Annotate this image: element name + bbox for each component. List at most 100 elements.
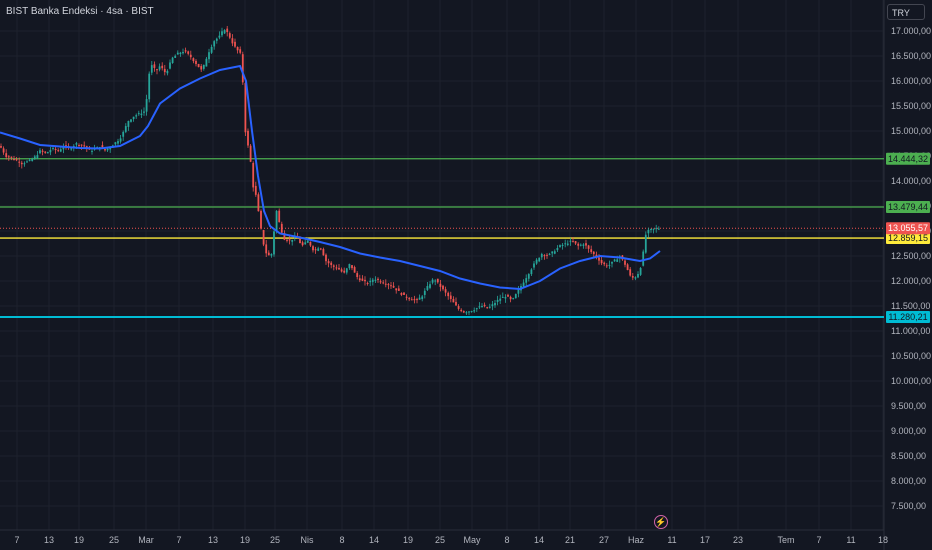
candle-body [325,254,327,262]
candle-body [327,261,330,264]
candle-body [26,161,28,163]
candle-body [608,264,611,266]
candle-body [312,246,314,251]
candle-body [18,161,21,163]
x-tick-label: Haz [628,535,645,545]
candle-body [444,289,447,293]
x-tick-label: 18 [878,535,888,545]
candle-body [483,304,486,307]
x-tick-label: 8 [339,535,344,545]
y-tick-label: 17.000,00 [891,26,931,36]
candle-body [442,285,444,290]
candle-body [130,119,132,122]
y-tick-label: 16.500,00 [891,51,931,61]
candle-body [551,251,554,254]
candle-body [374,279,377,281]
candle-body [390,285,392,287]
candle-body [642,251,645,266]
candle-body [540,253,543,258]
candle-body [475,308,478,310]
y-tick-label: 15.000,00 [891,126,931,136]
candle-body [650,229,652,231]
candle-body [569,240,572,242]
candle-body [595,254,598,257]
x-tick-label: 19 [403,535,413,545]
candle-body [275,210,278,231]
candle-body [377,278,379,280]
candle-body [585,243,587,246]
y-tick-label: 8.500,00 [891,451,926,461]
x-tick-label: 14 [534,535,544,545]
candle-body [106,148,109,151]
candle-body [288,239,291,241]
candle-body [371,279,374,282]
candle-body [218,35,221,38]
candle-body [322,249,325,256]
candle-body [564,243,567,245]
candle-body [405,296,408,298]
candle-body [579,244,582,246]
candle-body [351,265,353,269]
candle-body [335,267,338,269]
candle-body [304,242,307,245]
candle-body [0,146,2,148]
candle-body [574,241,577,244]
candle-body [202,64,205,69]
x-tick-label: 25 [435,535,445,545]
candle-body [210,46,213,53]
y-tick-label: 10.000,00 [891,376,931,386]
candle-body [200,66,203,70]
candle-body [652,228,655,230]
candle-body [262,230,265,245]
candle-body [358,278,361,281]
candle-body [629,269,632,276]
candle-body [543,255,546,257]
x-tick-label: 11 [846,535,855,545]
x-tick-label: 7 [176,535,181,545]
candle-body [101,145,104,149]
candle-body [54,148,57,151]
candle-body [397,288,400,291]
candle-body [345,268,348,273]
candle-body [361,278,364,281]
x-tick-label: Mar [138,535,154,545]
candle-body [587,245,590,249]
x-tick-label: 23 [733,535,743,545]
candle-body [299,238,301,244]
candle-body [366,283,369,285]
candle-body [499,298,502,301]
candle-body [306,240,309,243]
candle-body [257,194,260,212]
x-tick-label: Tem [777,535,794,545]
candle-body [473,310,476,312]
candle-body [205,58,208,67]
candle-body [241,54,244,83]
candle-body [59,149,62,152]
candle-body [517,289,520,294]
price-label: 13.479,44 [888,202,928,212]
candle-body [634,277,637,279]
y-tick-label: 16.000,00 [891,76,931,86]
candle-body [626,264,629,271]
lightning-icon[interactable]: ⚡ [654,515,668,529]
y-tick-label: 12.000,00 [891,276,931,286]
candle-body [62,146,65,150]
price-label: 14.444,32 [888,154,928,164]
candle-body [481,305,483,308]
candle-body [7,156,10,158]
price-label: 12.859,15 [888,233,928,243]
y-tick-label: 9.000,00 [891,426,926,436]
candle-body [91,150,93,152]
candle-body [364,279,366,282]
currency-selector[interactable]: TRY [887,4,925,20]
candle-body [657,228,660,230]
x-tick-label: 8 [504,535,509,545]
candle-body [395,288,398,291]
candle-body [452,298,455,303]
candle-body [192,58,195,62]
candle-body [223,30,226,34]
candle-body [179,52,182,54]
candle-body [436,278,439,283]
candle-body [598,257,600,261]
